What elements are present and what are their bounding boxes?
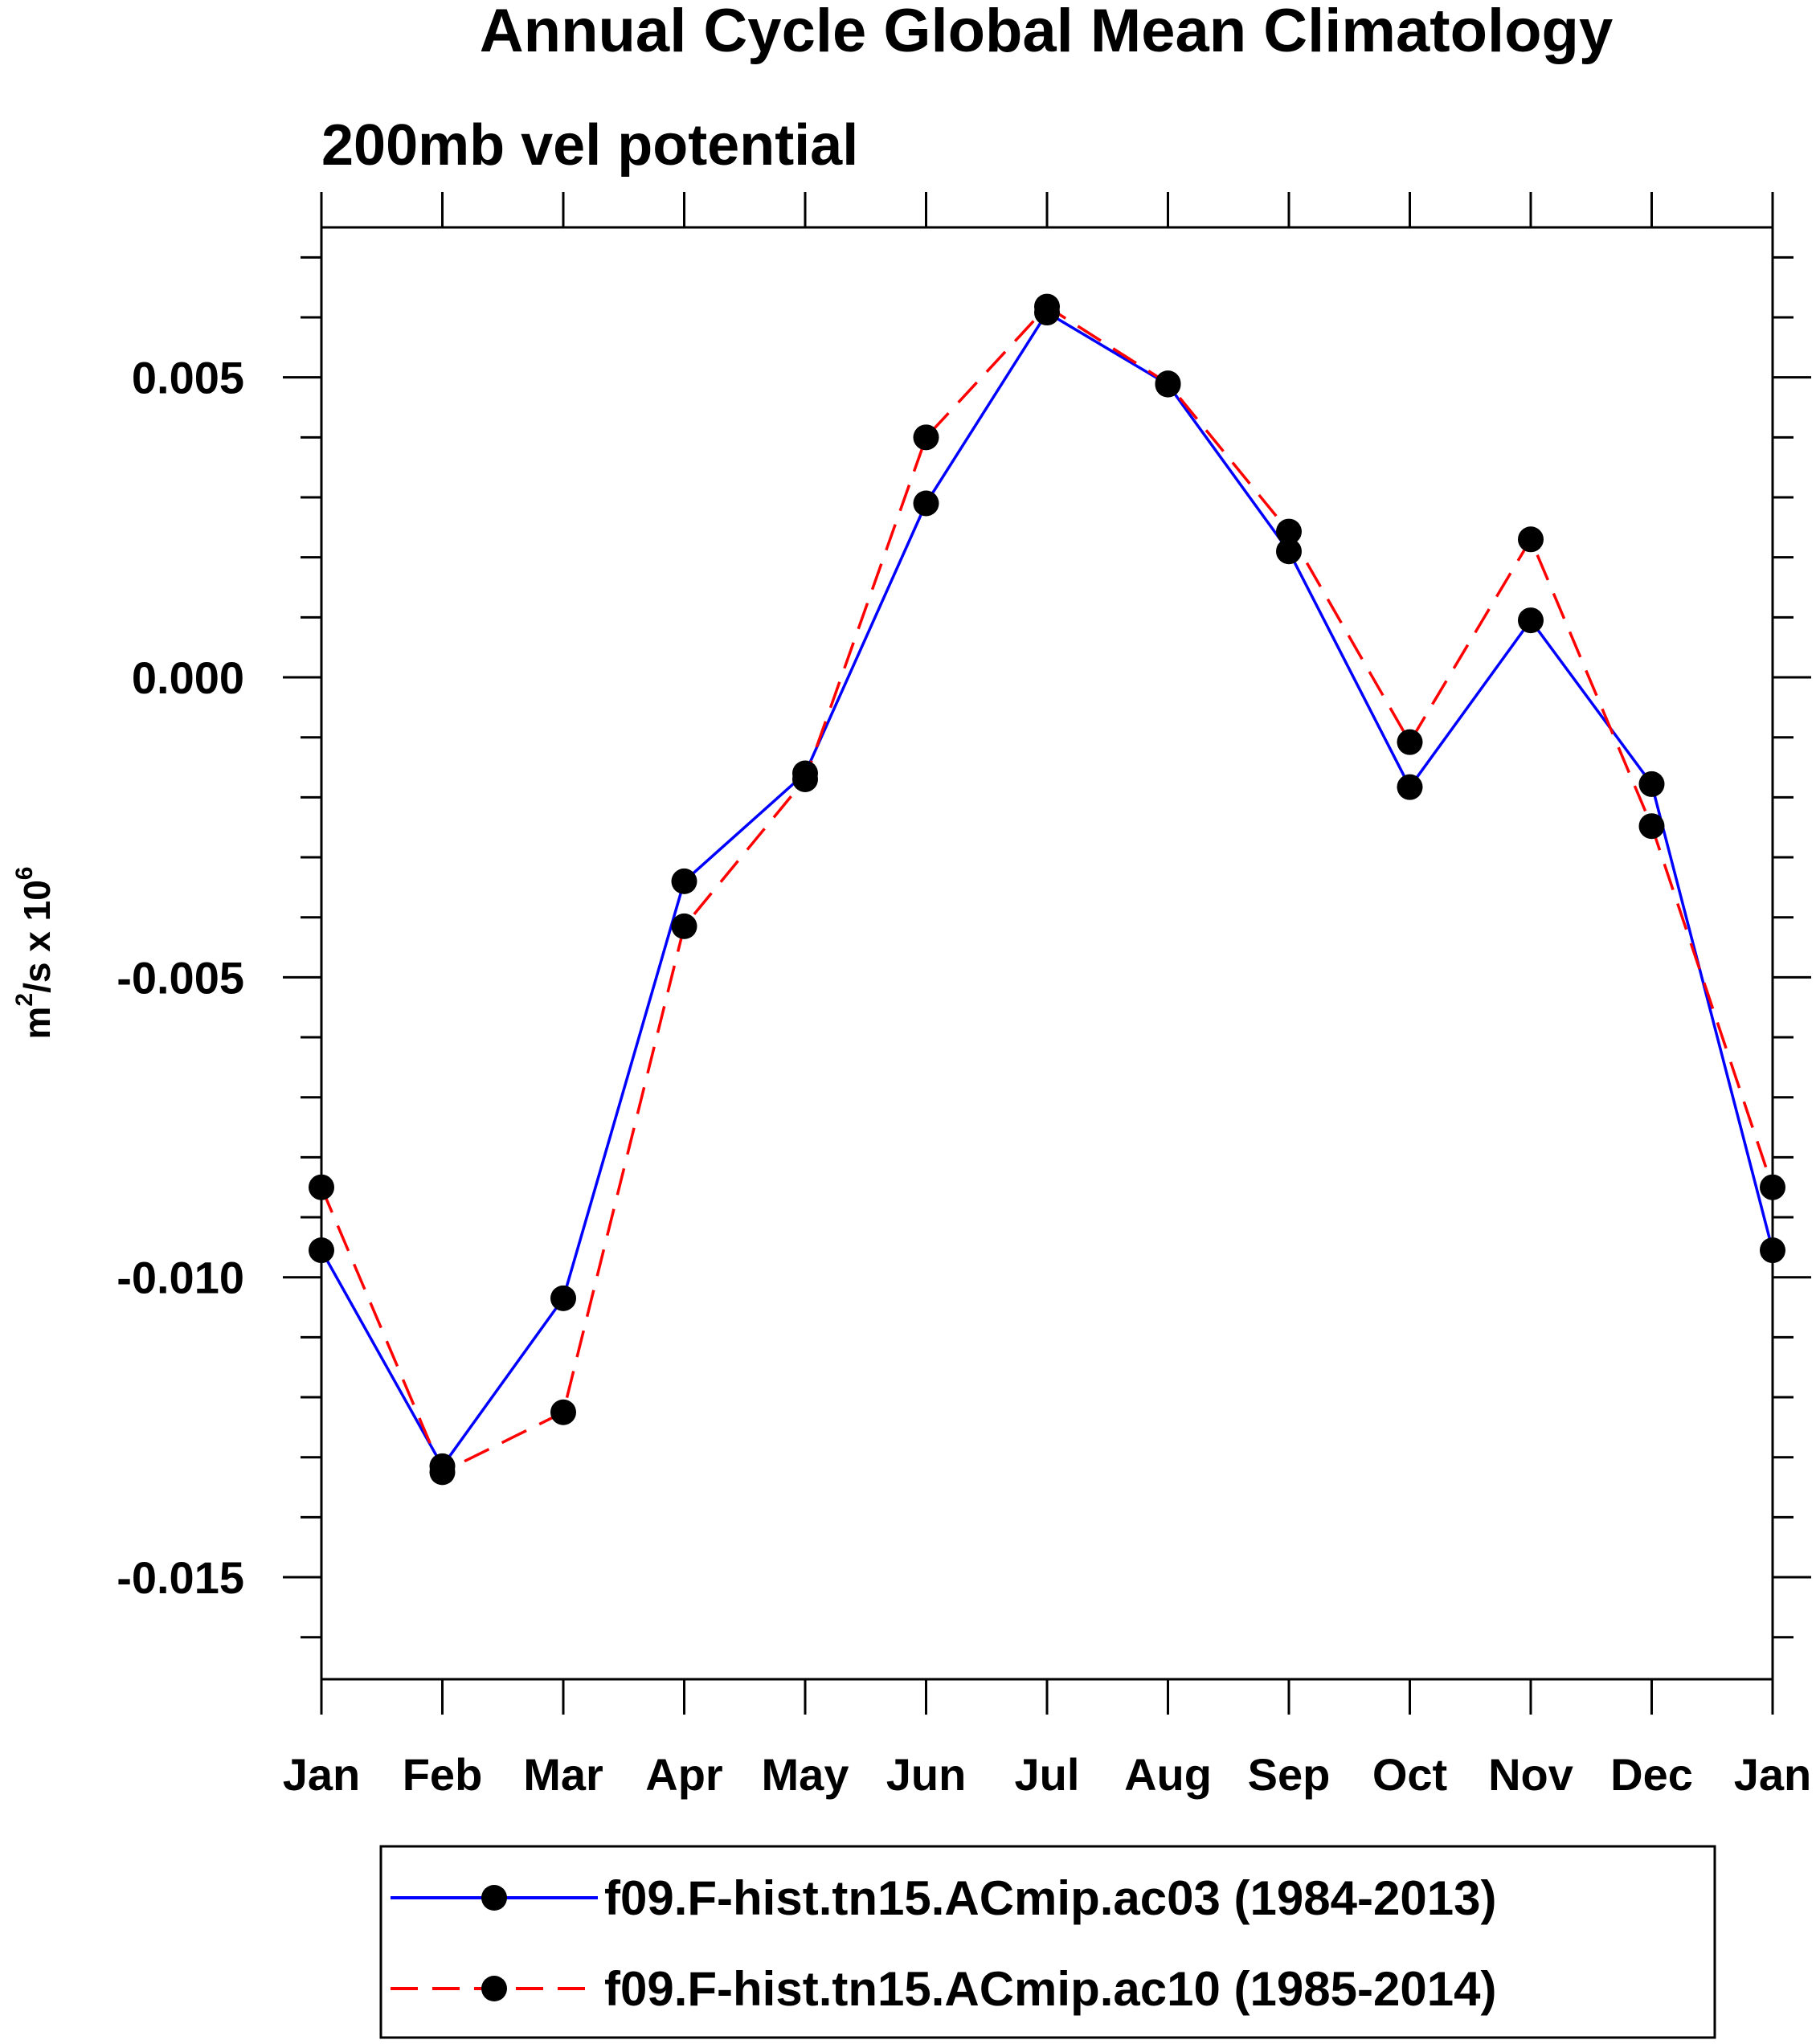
series-1-point [913,490,939,517]
series-2-point [1638,813,1665,840]
x-tick-label: Oct [1372,1749,1447,1800]
axis-ticks [283,192,1811,1715]
plot-frame [320,226,1774,1681]
series-1-point [671,868,697,894]
x-axis-labels: Jan Feb Mar Apr May Jun Jul Aug Sep Oct Nov Dec Jan [283,1749,1812,1800]
x-tick-label: Jan [283,1749,361,1800]
y-tick-label: 0.000 [132,652,244,703]
series-2-point [309,1174,334,1200]
series-1-point [1760,1237,1785,1264]
series-markers [309,293,1785,1486]
y-axis-title-sup1: 2 [11,993,38,1007]
y-tick-label: -0.010 [117,1253,244,1303]
series-1-point [1518,607,1544,634]
series-2-point [792,766,818,792]
x-tick-label: Jan [1734,1749,1812,1800]
x-tick-label: May [762,1749,849,1800]
y-axis-title-sup2: 6 [11,867,38,881]
x-tick-label: Nov [1488,1749,1573,1800]
y-tick-label: -0.005 [117,952,244,1003]
x-tick-label: Jun [886,1749,967,1800]
x-tick-label: Dec [1610,1749,1693,1800]
series-lines [320,305,1774,1474]
chart-title: Annual Cycle Global Mean Climatology [480,0,1613,65]
y-axis-title-base: m [16,1007,58,1040]
x-tick-label: Jul [1015,1749,1080,1800]
series-line-1 [320,311,1774,1468]
series-1-point [550,1285,576,1311]
series-1-point [1276,538,1302,565]
series-2-point [1276,518,1302,545]
series-2-point [429,1459,456,1486]
series-2-point [1397,729,1423,755]
x-tick-label: Sep [1248,1749,1331,1800]
y-tick-label: 0.005 [132,353,244,403]
legend-box [379,1845,1716,2039]
x-tick-label: Mar [523,1749,603,1800]
y-axis-title: m2/s x 106 [11,867,58,1040]
legend-marker-2 [481,1976,507,2001]
chart-subtitle: 200mb vel potential [321,113,858,178]
series-1-point [1397,774,1423,800]
x-tick-label: Feb [403,1749,483,1800]
series-2-point [671,913,697,939]
y-axis-labels: 0.005 0.000 -0.005 -0.010 -0.015 [117,353,244,1603]
series-2-point [1518,526,1544,553]
series-2-point [550,1399,576,1425]
series-2-point [1034,293,1060,320]
legend-label-2: f09.F-hist.tn15.ACmip.ac10 (1985-2014) [604,1962,1496,2016]
x-tick-label: Aug [1124,1749,1212,1800]
series-2-point [913,424,939,451]
legend-marker-1 [481,1885,507,1911]
legend: f09.F-hist.tn15.ACmip.ac03 (1984-2013) f… [379,1845,1716,2039]
series-2-point [1155,370,1181,397]
x-tick-label: Apr [645,1749,722,1800]
series-line-2 [320,305,1774,1474]
y-tick-label: -0.015 [117,1552,244,1603]
series-1-point [309,1237,334,1264]
series-1-point [1638,771,1665,797]
series-2-point [1760,1174,1785,1200]
legend-label-1: f09.F-hist.tn15.ACmip.ac03 (1984-2013) [604,1871,1496,1925]
y-axis-title-mid: /s x 10 [16,880,58,993]
